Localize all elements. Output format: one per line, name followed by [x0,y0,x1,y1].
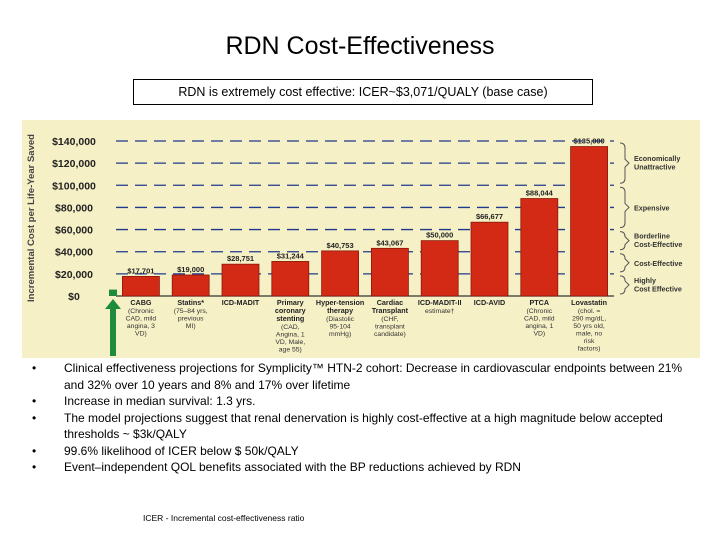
category-label: CABG [130,298,152,307]
bar [122,276,160,297]
bar-value-label: $135,000 [573,137,604,146]
band-bracket [619,275,630,295]
category-detail: candidate) [374,331,406,338]
band-label: Borderline [634,232,670,241]
category-label: Cardiac [377,298,403,307]
band-label: Cost-Effective [634,259,682,268]
bullet-1: Clinical effectiveness projections for S… [30,360,700,393]
bar-value-label: $17,701 [127,266,154,275]
bar-value-label: $31,244 [277,251,305,260]
category-detail: (chol. = [578,308,601,315]
rdn-bar [109,289,117,296]
category-label: Lovastatin [571,298,607,307]
y-axis-title: Incremental Cost per Life-Year Saved [26,134,37,302]
category-detail: transplant [375,324,405,331]
bar-value-label: $50,000 [426,231,453,240]
bar-value-label: $66,677 [476,212,503,221]
band-bracket [619,253,630,273]
category-label: PTCA [530,298,550,307]
category-label: ICD-MADIT-II [418,298,462,307]
category-label: Transplant [372,306,409,315]
y-tick-label: $20,000 [55,269,93,281]
bar [470,221,509,297]
bar [271,261,310,297]
bar [221,263,260,297]
category-detail: factors) [578,346,601,353]
bar [171,274,210,297]
bullet-3: The model projections suggest that renal… [30,410,700,443]
bar-value-label: $40,753 [327,241,354,250]
band-bracket [619,231,630,251]
bullet-4: 99.6% likelihood of ICER below $ 50k/QAL… [30,443,700,460]
category-detail: estimate† [425,308,455,315]
band-label: Economically [634,154,680,163]
category-label: coronary [275,306,306,315]
category-label: Statins* [177,298,204,307]
bar [370,247,409,297]
band-label: Cost Effective [634,284,682,293]
icer-summary-box: RDN is extremely cost effective: ICER~$3… [133,79,593,105]
chart-svg: Incremental Cost per Life-Year Saved $0 $2… [26,134,682,356]
category-detail: mmHg) [329,331,351,338]
category-detail: (Chronic [526,308,552,315]
bullet-5: Event–independent QOL benefits associate… [30,459,700,476]
rdn-arrow [105,299,121,356]
category-detail: CAD, mild [524,316,555,323]
category-detail: MI) [186,323,196,330]
category-detail: VD, Male, [275,339,305,346]
y-tick-label: $100,000 [52,180,96,192]
bar-value-label: $88,044 [526,189,554,198]
bar-value-label: $43,067 [376,238,403,247]
category-detail: age 55) [279,347,302,354]
y-tick-label: $0 [68,291,80,303]
y-tick-label: $40,000 [55,247,93,259]
y-tick-label: $60,000 [55,225,93,237]
band-bracket [619,186,630,229]
category-detail: angina, 1 [525,323,553,330]
bar [420,240,459,297]
band-label: Unattractive [634,163,676,172]
band-label: Expensive [634,203,670,212]
bar [321,250,360,297]
bar-value-label: $28,751 [227,254,254,263]
category-detail: male, no [576,331,602,338]
category-detail: VD) [533,331,545,338]
cost-effectiveness-chart: Incremental Cost per Life-Year Saved $0 $2… [22,120,700,358]
category-label: Hyper-tension [316,298,364,307]
category-detail: risk [584,338,595,345]
category-label: ICD-AVID [474,298,505,307]
category-detail: VD) [135,331,147,338]
findings-list: Clinical effectiveness projections for S… [30,360,700,476]
category-detail: (CHF, [381,316,398,323]
bar-value-label: $19,000 [177,265,204,274]
category-detail: (Diastolic [326,316,355,323]
category-detail: previous [178,316,204,323]
footnote: ICER - Incremental cost-effectiveness ra… [143,513,305,523]
category-detail: 95-104 [330,324,351,331]
category-detail: Angina, 1 [276,332,305,339]
category-label: Primary [277,298,304,307]
category-detail: 290 mg/dL, [572,316,606,323]
bar [570,146,608,297]
category-label: stenting [276,314,304,323]
slide-title: RDN Cost-Effectiveness [225,32,495,60]
category-detail: CAD, mild [126,316,157,323]
band-label: Cost-Effective [634,240,682,249]
bar [520,198,559,297]
category-detail: angina, 3 [127,323,155,330]
category-detail: (CAD, [281,324,300,331]
y-tick-label: $80,000 [55,202,93,214]
category-detail: (Chronic [128,308,154,315]
y-tick-label: $140,000 [52,136,96,148]
category-detail: 50 yrs old, [573,323,604,330]
bullet-2: Increase in median survival: 1.3 yrs. [30,393,700,410]
category-detail: (75–84 yrs, [174,308,208,315]
y-tick-label: $120,000 [52,158,96,170]
band-bracket [619,142,630,184]
band-label: Highly [634,276,656,285]
category-label: therapy [327,306,353,315]
category-label: ICD-MADIT [222,298,260,307]
